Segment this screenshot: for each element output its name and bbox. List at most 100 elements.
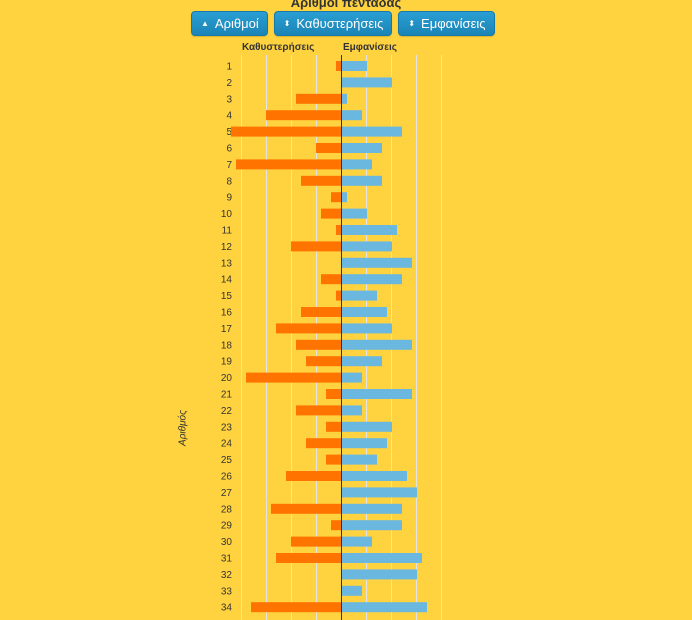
appearance-bar bbox=[342, 339, 412, 350]
chart-title: Αριθμοί πεντάδας bbox=[290, 0, 402, 10]
delay-bar bbox=[276, 553, 341, 563]
sort-by-appearances-button[interactable]: ⬍ Εμφανίσεις bbox=[398, 11, 495, 36]
delay-bar bbox=[246, 372, 341, 383]
sort-button-group: ▲ Αριθμοί ⬍ Καθυστερήσεις ⬍ Εμφανίσεις bbox=[191, 11, 495, 36]
sort-by-delays-label: Καθυστερήσεις bbox=[296, 16, 384, 31]
appearance-bar bbox=[342, 487, 417, 498]
category-label: 21 bbox=[221, 390, 233, 401]
appearance-bar bbox=[342, 290, 377, 301]
appearance-bar bbox=[342, 307, 387, 317]
delay-bar bbox=[296, 93, 341, 104]
sort-by-delays-button[interactable]: ⬍ Καθυστερήσεις bbox=[273, 11, 393, 36]
appearance-bar bbox=[342, 175, 382, 186]
category-label: 33 bbox=[221, 586, 233, 597]
category-label: 20 bbox=[221, 373, 233, 384]
appearance-bar bbox=[342, 77, 392, 88]
delay-bar bbox=[331, 520, 341, 531]
legend-delays: Καθυστερήσεις bbox=[242, 42, 315, 53]
delay-bar bbox=[231, 126, 341, 137]
appearance-bar bbox=[342, 274, 402, 285]
delay-bar bbox=[321, 274, 341, 285]
delay-bar bbox=[326, 389, 341, 399]
appearance-bar bbox=[342, 421, 392, 432]
appearance-bar bbox=[342, 520, 402, 531]
sort-up-icon: ▲ bbox=[201, 18, 209, 28]
delay-bar bbox=[291, 536, 341, 547]
category-label: 12 bbox=[221, 242, 233, 253]
appearance-bar bbox=[342, 438, 387, 449]
category-label: 3 bbox=[226, 94, 232, 105]
category-label: 25 bbox=[221, 455, 233, 466]
delay-bar bbox=[296, 405, 341, 416]
delay-bar bbox=[321, 208, 341, 219]
appearance-bar bbox=[342, 93, 347, 104]
delay-bar bbox=[251, 602, 341, 613]
appearance-bar bbox=[342, 110, 362, 121]
appearance-bar bbox=[342, 241, 392, 252]
appearance-bar bbox=[342, 503, 402, 514]
delay-bar bbox=[336, 290, 341, 301]
category-label: 17 bbox=[221, 324, 233, 335]
delay-bar bbox=[336, 61, 341, 71]
appearance-bar bbox=[342, 143, 382, 153]
category-label: 29 bbox=[221, 521, 233, 532]
sort-by-number-button[interactable]: ▲ Αριθμοί bbox=[191, 11, 268, 36]
delay-bar bbox=[271, 503, 341, 514]
appearance-bar bbox=[342, 536, 372, 547]
category-label: 24 bbox=[221, 439, 233, 450]
appearance-bar bbox=[342, 61, 367, 71]
category-label: 18 bbox=[221, 340, 233, 351]
appearance-bar bbox=[342, 257, 412, 268]
appearance-bar bbox=[342, 569, 417, 580]
category-label: 11 bbox=[222, 226, 233, 237]
legend-appearances: Εμφανίσεις bbox=[343, 42, 397, 53]
delay-bar bbox=[236, 159, 341, 170]
category-label: 2 bbox=[226, 78, 232, 89]
delay-bar bbox=[306, 438, 341, 449]
category-label: 15 bbox=[221, 291, 233, 302]
category-label: 7 bbox=[226, 160, 232, 171]
appearance-bar bbox=[342, 389, 412, 399]
category-label: 34 bbox=[221, 603, 233, 614]
appearance-bar bbox=[342, 208, 367, 219]
delay-bar bbox=[306, 356, 341, 367]
appearance-bar bbox=[342, 126, 402, 137]
appearance-bar bbox=[342, 192, 347, 203]
delay-bar bbox=[276, 323, 341, 334]
category-label: 19 bbox=[221, 357, 233, 368]
category-label: 16 bbox=[221, 308, 233, 319]
appearance-bar bbox=[342, 356, 382, 367]
appearance-bar bbox=[342, 323, 392, 334]
appearance-bar bbox=[342, 553, 422, 563]
category-label: 5 bbox=[226, 127, 232, 138]
delay-bar bbox=[326, 454, 341, 465]
category-label: 6 bbox=[226, 144, 232, 155]
category-label: 30 bbox=[221, 537, 233, 548]
delay-bar bbox=[301, 307, 341, 317]
appearance-bar bbox=[342, 471, 407, 481]
sort-by-number-label: Αριθμοί bbox=[214, 16, 259, 31]
category-label: 13 bbox=[221, 258, 233, 269]
delay-bar bbox=[331, 192, 341, 203]
appearance-bar bbox=[342, 159, 372, 170]
category-label: 23 bbox=[221, 422, 233, 433]
category-label: 14 bbox=[221, 275, 233, 286]
delay-bar bbox=[296, 339, 341, 350]
sort-both-icon: ⬍ bbox=[408, 18, 416, 28]
delay-bar bbox=[291, 241, 341, 252]
appearance-bar bbox=[342, 225, 397, 235]
category-label: 26 bbox=[221, 472, 233, 483]
appearance-bar bbox=[342, 372, 362, 383]
category-label: 28 bbox=[221, 504, 233, 515]
sort-by-appearances-label: Εμφανίσεις bbox=[421, 16, 486, 31]
category-label: 9 bbox=[226, 193, 232, 204]
category-label: 22 bbox=[221, 406, 233, 417]
category-label: 4 bbox=[226, 111, 232, 122]
appearance-bar bbox=[342, 585, 362, 596]
category-label: 1 bbox=[226, 62, 232, 73]
delay-bar bbox=[301, 175, 341, 186]
category-label: 8 bbox=[226, 176, 232, 187]
category-label: 32 bbox=[221, 570, 233, 581]
sort-both-icon: ⬍ bbox=[283, 18, 291, 28]
